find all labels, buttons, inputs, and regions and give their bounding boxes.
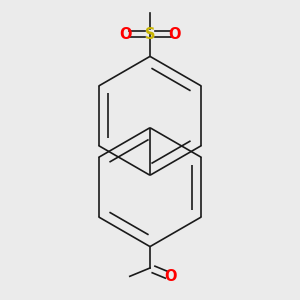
Text: O: O [119,27,132,42]
Text: S: S [145,27,155,42]
Text: O: O [168,27,181,42]
Text: O: O [164,269,176,284]
